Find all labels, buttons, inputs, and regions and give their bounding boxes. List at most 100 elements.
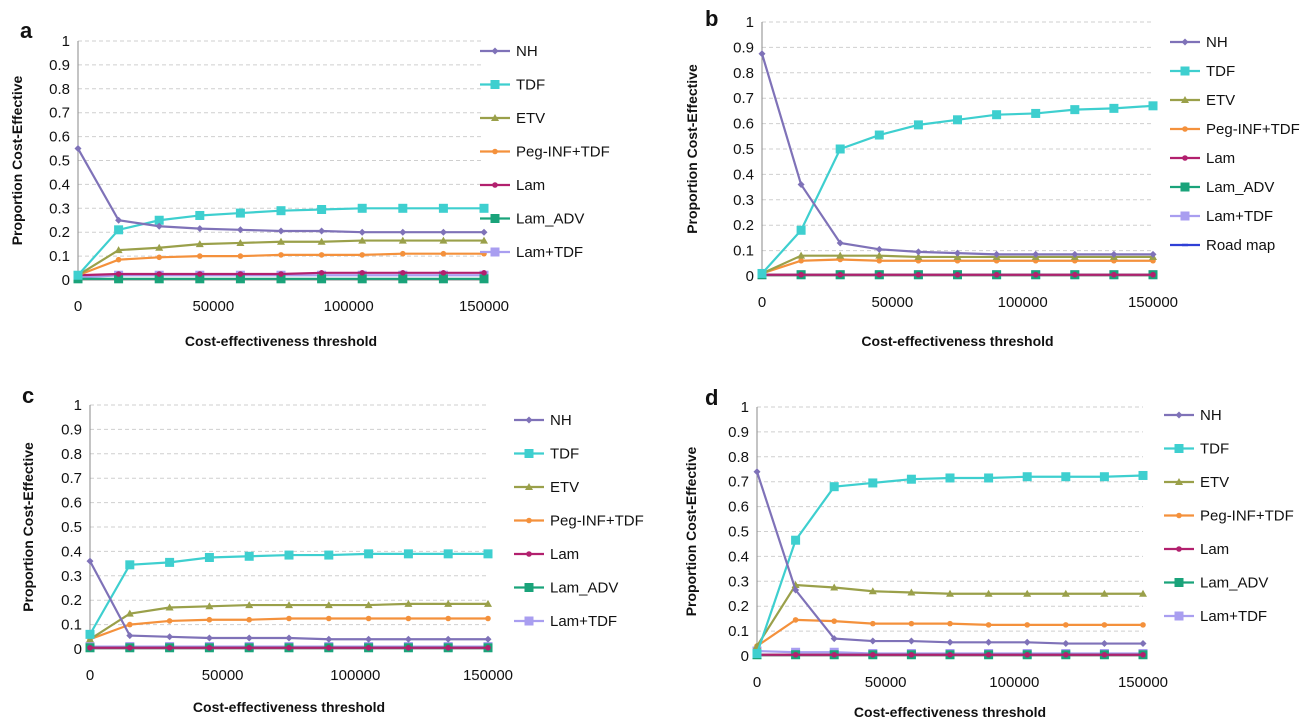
data-point bbox=[907, 588, 916, 596]
legend-label: TDF bbox=[550, 446, 579, 463]
data-point bbox=[318, 270, 325, 276]
data-point bbox=[870, 651, 876, 658]
data-point bbox=[195, 240, 204, 248]
legend-item: NH bbox=[480, 43, 538, 60]
y-tick-label: 0.9 bbox=[733, 39, 754, 56]
x-axis-title: Cost-effectiveness threshold bbox=[861, 333, 1053, 349]
data-point bbox=[480, 228, 488, 236]
y-tick-label: 0.2 bbox=[49, 224, 70, 241]
data-point bbox=[317, 204, 327, 214]
data-point bbox=[1101, 651, 1108, 658]
legend-item: TDF bbox=[480, 77, 545, 94]
data-point bbox=[276, 206, 286, 216]
legend-item: Lam_ADV bbox=[1164, 575, 1268, 592]
data-point bbox=[277, 237, 285, 245]
y-tick-label: 0.4 bbox=[49, 176, 70, 193]
data-point bbox=[286, 644, 292, 651]
data-point bbox=[166, 633, 174, 641]
legend-marker bbox=[526, 517, 532, 524]
data-point bbox=[792, 586, 800, 594]
data-point bbox=[166, 618, 173, 624]
data-point bbox=[485, 615, 491, 622]
data-point bbox=[326, 615, 332, 622]
series-line bbox=[760, 53, 1153, 256]
series-tdf bbox=[752, 470, 1148, 659]
data-point bbox=[753, 468, 761, 476]
y-axis-title: Proportion Cost-Effective bbox=[9, 76, 25, 246]
x-tick-label: 100000 bbox=[324, 298, 374, 315]
data-point bbox=[284, 550, 294, 560]
y-tick-label: 0.5 bbox=[61, 519, 82, 536]
data-point bbox=[836, 251, 845, 259]
series-line bbox=[755, 474, 1144, 654]
data-point bbox=[399, 228, 407, 236]
legend-label: ETV bbox=[1206, 92, 1235, 109]
data-point bbox=[1024, 622, 1030, 628]
data-point bbox=[1140, 622, 1146, 628]
legend-marker bbox=[524, 583, 534, 592]
series-nh bbox=[758, 50, 1157, 258]
legend-label: NH bbox=[550, 412, 572, 429]
chart-panel-a: a 0 0.1 0.2 0.3 0.4 0.5 0.6 0.7 0.8 0.9 1 0 50000 1000… bbox=[9, 18, 610, 349]
data-point bbox=[165, 603, 174, 611]
y-tick-label: 1 bbox=[746, 14, 754, 31]
legend-marker bbox=[1176, 512, 1182, 519]
y-tick-label: 0.2 bbox=[728, 598, 749, 615]
data-point bbox=[1032, 271, 1039, 278]
legend-item: ETV bbox=[1164, 474, 1229, 491]
data-point bbox=[237, 271, 244, 277]
data-point bbox=[114, 274, 124, 284]
data-point bbox=[868, 587, 877, 595]
y-tick-label: 0.8 bbox=[49, 81, 70, 98]
data-point bbox=[831, 651, 837, 658]
series-nh bbox=[74, 145, 488, 236]
data-point bbox=[1099, 472, 1109, 482]
legend-item: Lam+TDF bbox=[1170, 208, 1273, 225]
legend-label: Lam_ADV bbox=[550, 580, 618, 597]
data-point bbox=[278, 252, 284, 258]
data-point bbox=[484, 635, 492, 643]
y-tick-label: 0.9 bbox=[49, 57, 70, 74]
legend-item: Lam_ADV bbox=[1170, 179, 1274, 196]
data-point bbox=[235, 274, 245, 284]
y-tick-label: 0.9 bbox=[728, 424, 749, 441]
panel-label: d bbox=[705, 385, 718, 410]
data-point bbox=[945, 473, 955, 483]
data-point bbox=[86, 557, 94, 565]
data-point bbox=[246, 616, 252, 623]
data-point bbox=[1109, 103, 1119, 113]
series-lam bbox=[75, 270, 487, 279]
legend-item: Lam bbox=[514, 546, 579, 563]
y-tick-label: 1 bbox=[74, 397, 82, 414]
data-point bbox=[1022, 472, 1032, 482]
data-point bbox=[830, 635, 838, 643]
data-point bbox=[438, 274, 448, 284]
y-tick-label: 0.4 bbox=[61, 543, 82, 560]
data-point bbox=[1023, 589, 1032, 597]
data-point bbox=[359, 270, 366, 276]
data-point bbox=[400, 250, 406, 257]
legend-label: Lam bbox=[516, 177, 545, 194]
data-point bbox=[440, 270, 447, 276]
legend-item: TDF bbox=[1170, 63, 1235, 80]
series-nh bbox=[86, 557, 492, 643]
data-point bbox=[205, 602, 214, 610]
legend-label: Road map bbox=[1206, 237, 1275, 254]
data-point bbox=[1100, 589, 1109, 597]
data-point bbox=[985, 622, 992, 628]
legend-label: Lam bbox=[550, 546, 579, 563]
y-tick-label: 0.1 bbox=[61, 617, 82, 634]
data-point bbox=[946, 638, 954, 646]
y-tick-label: 0.2 bbox=[61, 592, 82, 609]
data-point bbox=[479, 274, 489, 284]
data-point bbox=[325, 635, 333, 643]
data-point bbox=[156, 271, 162, 277]
data-point bbox=[358, 236, 367, 244]
data-point bbox=[317, 274, 327, 284]
data-point bbox=[285, 634, 293, 642]
data-point bbox=[953, 115, 962, 125]
data-point bbox=[1148, 101, 1158, 111]
legend-marker bbox=[492, 182, 498, 188]
data-point bbox=[1031, 108, 1041, 118]
data-point bbox=[276, 274, 286, 284]
